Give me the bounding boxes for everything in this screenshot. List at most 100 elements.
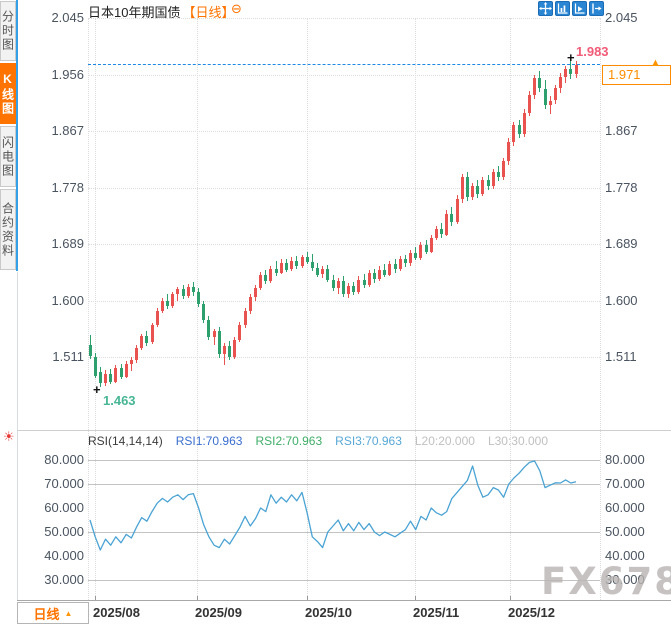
candlestick[interactable]: [197, 292, 201, 304]
candlestick[interactable]: [186, 286, 190, 297]
candlestick[interactable]: [160, 300, 164, 311]
candlestick[interactable]: [398, 259, 402, 270]
candlestick[interactable]: [533, 78, 537, 95]
candlestick[interactable]: [331, 279, 335, 289]
candlestick[interactable]: [93, 356, 97, 376]
candlestick[interactable]: [429, 237, 433, 252]
candlestick[interactable]: [98, 371, 102, 384]
candlestick[interactable]: [326, 268, 330, 280]
candlestick[interactable]: [243, 311, 247, 326]
period-selector-button[interactable]: 日线 ▲: [17, 602, 89, 624]
candlestick[interactable]: [559, 77, 562, 88]
candlestick[interactable]: [253, 287, 257, 298]
candlestick[interactable]: [264, 275, 268, 281]
candlestick[interactable]: [409, 252, 412, 264]
candlestick[interactable]: [528, 94, 531, 113]
candlestick[interactable]: [155, 310, 159, 325]
candlestick[interactable]: [119, 367, 123, 377]
candlestick[interactable]: [372, 273, 376, 279]
candlestick[interactable]: [440, 228, 444, 235]
candlestick[interactable]: [352, 286, 356, 293]
candlestick[interactable]: [88, 345, 92, 357]
candlestick[interactable]: [512, 125, 516, 142]
candlestick[interactable]: [109, 373, 113, 382]
candlestick[interactable]: [517, 125, 521, 135]
candlestick[interactable]: [491, 171, 495, 187]
candlestick[interactable]: [455, 199, 459, 222]
candlestick[interactable]: [336, 280, 340, 289]
pan-chart-icon[interactable]: [572, 1, 587, 16]
shift-axis-right-icon[interactable]: [589, 1, 604, 16]
candlestick[interactable]: [124, 364, 128, 377]
candlestick[interactable]: [145, 335, 149, 343]
candlestick[interactable]: [171, 294, 175, 307]
candlestick[interactable]: [450, 213, 454, 222]
crosshair-icon[interactable]: [538, 1, 553, 16]
candlestick[interactable]: [471, 186, 475, 198]
candlestick[interactable]: [321, 268, 325, 275]
candlestick[interactable]: [538, 78, 542, 89]
candlestick[interactable]: [388, 264, 392, 275]
candlestick[interactable]: [212, 331, 216, 337]
candlestick[interactable]: [347, 286, 350, 294]
candlestick[interactable]: [434, 228, 438, 238]
candlestick[interactable]: [295, 260, 299, 267]
candlestick[interactable]: [285, 262, 288, 270]
sidebar-tab-time-chart[interactable]: 分时图: [0, 1, 16, 61]
candlestick[interactable]: [367, 273, 371, 286]
candlestick[interactable]: [300, 257, 304, 267]
candlestick[interactable]: [269, 268, 273, 281]
candlestick[interactable]: [238, 325, 242, 340]
candlestick[interactable]: [378, 269, 381, 279]
candlestick[interactable]: [316, 268, 319, 275]
candlestick[interactable]: [419, 245, 423, 258]
candlestick[interactable]: [553, 87, 557, 101]
candlestick[interactable]: [150, 324, 154, 343]
candlestick[interactable]: [114, 367, 118, 382]
candlestick[interactable]: [207, 320, 211, 337]
candlestick[interactable]: [217, 331, 221, 354]
candlestick[interactable]: [166, 300, 170, 307]
zoom-axes-icon[interactable]: [555, 1, 570, 16]
candlestick[interactable]: [259, 275, 263, 288]
candlestick[interactable]: [486, 179, 490, 187]
candlestick[interactable]: [481, 179, 485, 194]
candlestick[interactable]: [403, 259, 407, 264]
candlestick[interactable]: [279, 262, 283, 273]
candlestick[interactable]: [228, 345, 232, 358]
candlestick[interactable]: [248, 297, 252, 312]
candlestick[interactable]: [414, 252, 418, 258]
candlestick[interactable]: [357, 279, 361, 293]
candlestick[interactable]: [129, 360, 133, 365]
candlestick[interactable]: [305, 257, 309, 262]
candlestick[interactable]: [460, 177, 464, 199]
candlestick[interactable]: [543, 88, 547, 105]
candlestick[interactable]: [476, 186, 480, 194]
sidebar-tab-lightning-chart[interactable]: 闪电图: [0, 126, 16, 187]
candlestick[interactable]: [176, 289, 180, 295]
candlestick[interactable]: [310, 261, 314, 269]
candlestick[interactable]: [564, 69, 568, 77]
candlestick[interactable]: [341, 280, 345, 294]
candlestick[interactable]: [496, 171, 500, 178]
candlestick[interactable]: [502, 160, 506, 178]
candlestick[interactable]: [181, 289, 185, 297]
candlestick[interactable]: [393, 264, 397, 270]
candlestick[interactable]: [233, 339, 237, 357]
candlestick[interactable]: [202, 303, 206, 321]
candlestick[interactable]: [522, 112, 526, 135]
candlestick[interactable]: [424, 245, 428, 252]
latest-price-marker-icon[interactable]: ▲: [650, 57, 661, 69]
candlestick[interactable]: [548, 100, 552, 105]
candlestick[interactable]: [383, 269, 387, 275]
candlestick[interactable]: [465, 177, 469, 198]
candlestick[interactable]: [140, 335, 144, 348]
candlestick[interactable]: [445, 213, 449, 235]
sidebar-tab-contract-info[interactable]: 合约资料: [0, 189, 16, 270]
candlestick[interactable]: [191, 286, 195, 293]
candlestick[interactable]: [290, 260, 294, 270]
indicator-settings-icon[interactable]: ☀: [3, 429, 15, 444]
candlestick[interactable]: [574, 65, 578, 74]
candlestick[interactable]: [135, 347, 138, 361]
candlestick[interactable]: [362, 279, 366, 286]
